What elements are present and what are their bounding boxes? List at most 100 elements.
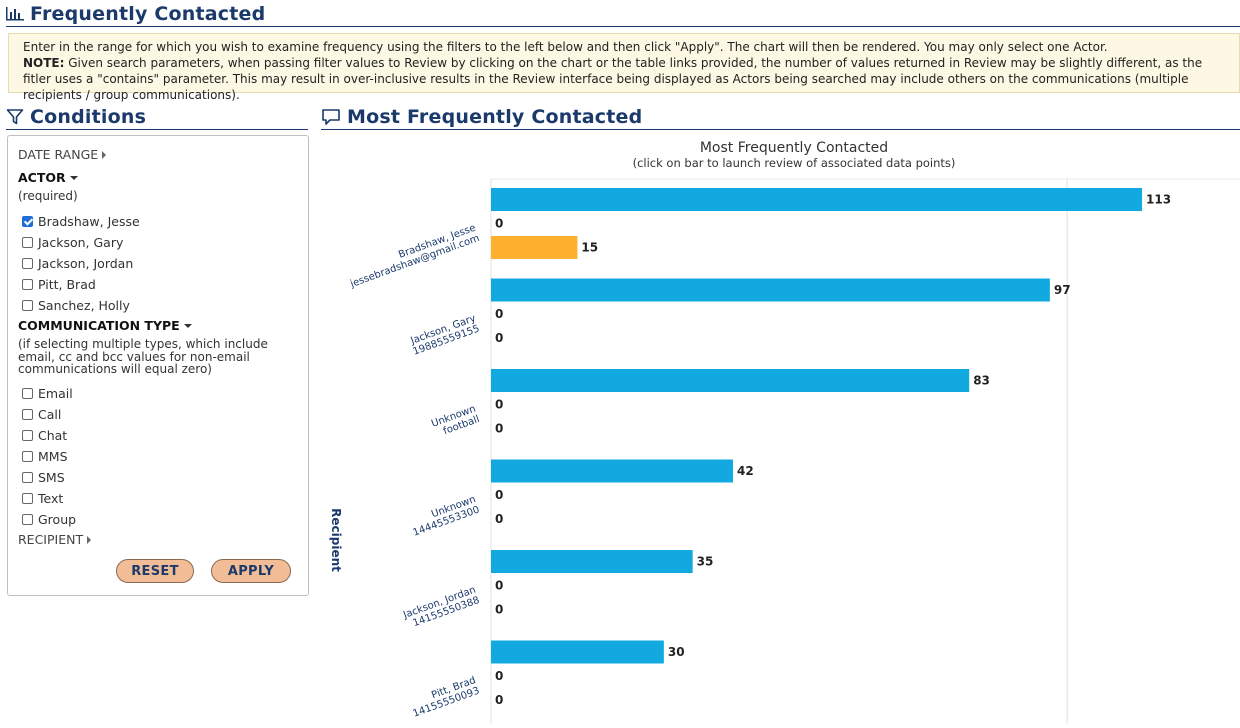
info-line: Enter in the range for which you wish to…	[23, 40, 1108, 54]
date-range-label: DATE RANGE	[18, 147, 99, 162]
bar-chart: Most Frequently Contacted(click on bar t…	[329, 140, 1240, 724]
comm-type-group[interactable]: Group	[22, 511, 76, 527]
comm-type-label: Call	[38, 406, 62, 422]
checkbox[interactable]	[22, 278, 33, 290]
category-label: Jackson, Jordan14155550388	[401, 585, 481, 632]
note-text: Given search parameters, when passing fi…	[23, 56, 1203, 102]
category-label: Unknown14445553300	[408, 494, 481, 539]
checkbox[interactable]	[22, 257, 33, 269]
conditions-panel: DATE RANGE ACTOR (required) Bradshaw, Je…	[7, 135, 309, 596]
actor-toggle[interactable]: ACTOR	[18, 170, 78, 185]
bar[interactable]	[491, 369, 970, 392]
info-box: Enter in the range for which you wish to…	[8, 33, 1240, 102]
comm-type-label: Group	[38, 511, 77, 527]
actor-label: ACTOR	[18, 170, 66, 185]
comm-type-email[interactable]: Email	[22, 385, 73, 401]
actor-option-label: Sanchez, Holly	[38, 297, 130, 313]
chart-area: Most Frequently Contacted (click on bar t…	[321, 135, 1240, 724]
category-label: Bradshaw, Jessejessebradshaw@gmail.com	[344, 223, 481, 291]
data-label: 15	[581, 241, 598, 255]
data-label: 83	[973, 374, 990, 388]
checkbox[interactable]	[22, 513, 33, 525]
data-label: 0	[495, 603, 503, 617]
communication-type-label: COMMUNICATION TYPE	[18, 318, 180, 333]
actor-option-pitt-brad[interactable]: Pitt, Brad	[22, 276, 96, 292]
comm-type-sms[interactable]: SMS	[22, 469, 65, 485]
recipient-toggle[interactable]: RECIPIENT	[18, 532, 92, 547]
category-label-line: jessebradshaw@gmail.com	[348, 233, 481, 290]
bar[interactable]	[491, 550, 693, 573]
note-label: NOTE:	[23, 56, 65, 70]
checkbox[interactable]	[22, 471, 33, 483]
actor-option-jackson-jordan[interactable]: Jackson, Jordan	[22, 255, 133, 271]
data-label: 42	[737, 464, 754, 478]
caret-right-icon	[102, 150, 107, 159]
data-label: 0	[495, 669, 503, 683]
actor-option-bradshaw-jesse[interactable]: Bradshaw, Jesse	[22, 213, 140, 229]
chart-title: Most Frequently Contacted	[700, 140, 888, 156]
bar[interactable]	[491, 640, 664, 664]
checkbox[interactable]	[22, 450, 33, 462]
communication-type-note: (if selecting multiple types, which incl…	[18, 337, 268, 376]
data-label: 30	[668, 645, 685, 659]
checkbox[interactable]	[22, 492, 33, 504]
data-label: 0	[495, 398, 503, 412]
comm-type-text[interactable]: Text	[22, 490, 63, 506]
recipient-label: RECIPIENT	[18, 532, 84, 547]
actor-option-label: Jackson, Jordan	[38, 255, 134, 271]
page-title: Frequently Contacted	[30, 3, 266, 25]
bar[interactable]	[491, 188, 1143, 211]
info-note: NOTE: Given search parameters, when pass…	[23, 55, 1225, 103]
caret-right-icon	[87, 535, 92, 544]
checkbox[interactable]	[22, 408, 33, 420]
comm-type-label: Email	[38, 385, 73, 401]
actor-option-jackson-gary[interactable]: Jackson, Gary	[22, 234, 123, 250]
caret-down-icon	[69, 175, 78, 180]
data-label: 97	[1054, 283, 1071, 297]
checkbox[interactable]	[22, 236, 33, 248]
data-label: 113	[1146, 193, 1171, 207]
comm-type-chat[interactable]: Chat	[22, 427, 67, 443]
comm-type-label: Chat	[38, 427, 68, 443]
date-range-toggle[interactable]: DATE RANGE	[18, 147, 107, 162]
chart-subtitle: (click on bar to launch review of associ…	[633, 156, 956, 170]
data-label: 0	[495, 693, 503, 707]
bar[interactable]	[491, 278, 1050, 302]
checkbox[interactable]	[22, 299, 33, 311]
comm-type-mms[interactable]: MMS	[22, 448, 68, 464]
plot-background	[491, 179, 1240, 724]
filter-icon	[6, 109, 24, 125]
data-label: 0	[495, 422, 503, 436]
data-label: 35	[697, 555, 714, 569]
conditions-title: Conditions	[30, 106, 147, 128]
checkbox[interactable]	[22, 215, 33, 227]
comm-type-label: Text	[38, 490, 64, 506]
data-label: 0	[495, 512, 503, 526]
data-label: 0	[495, 217, 503, 231]
category-label: Jackson, Gary19885559155	[408, 313, 481, 358]
comm-type-label: SMS	[38, 469, 65, 485]
bar[interactable]	[491, 459, 733, 483]
chart-panel-title: Most Frequently Contacted	[347, 106, 643, 128]
actor-option-label: Pitt, Brad	[38, 276, 96, 292]
actor-note: (required)	[18, 189, 78, 203]
actor-option-label: Bradshaw, Jesse	[38, 213, 140, 229]
actor-option-label: Jackson, Gary	[38, 234, 124, 250]
category-label: Pitt, Brad14155550093	[408, 675, 481, 720]
checkbox[interactable]	[22, 387, 33, 399]
comment-icon	[322, 109, 340, 125]
bar[interactable]	[491, 236, 578, 259]
actor-option-sanchez-holly[interactable]: Sanchez, Holly	[22, 297, 130, 313]
comm-type-call[interactable]: Call	[22, 406, 61, 422]
chart-header: Most Frequently Contacted	[321, 105, 1240, 130]
checkbox[interactable]	[22, 429, 33, 441]
data-label: 0	[495, 307, 503, 321]
data-label: 0	[495, 331, 503, 345]
data-label: 0	[495, 579, 503, 593]
reset-button[interactable]: RESET	[116, 559, 194, 583]
bar-chart-icon	[6, 7, 24, 21]
communication-type-toggle[interactable]: COMMUNICATION TYPE	[18, 318, 192, 333]
comm-type-label: MMS	[38, 448, 68, 464]
apply-button[interactable]: APPLY	[211, 559, 291, 583]
y-axis-label: Recipient	[329, 508, 343, 572]
